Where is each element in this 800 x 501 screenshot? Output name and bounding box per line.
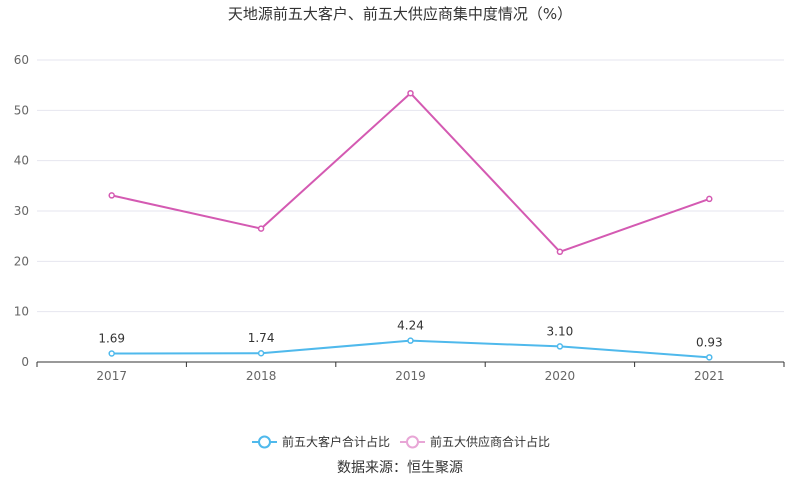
y-tick-label: 30 xyxy=(14,204,29,218)
data-label: 3.10 xyxy=(547,324,574,338)
x-tick-label: 2019 xyxy=(395,369,426,383)
data-label: 0.93 xyxy=(696,335,723,349)
legend-label: 前五大供应商合计占比 xyxy=(430,434,550,449)
legend-marker-icon xyxy=(406,435,419,449)
x-tick-label: 2017 xyxy=(96,369,127,383)
data-point xyxy=(706,195,713,203)
x-tick-label: 2020 xyxy=(545,369,576,383)
legend-marker-icon xyxy=(258,435,271,449)
legend[interactable]: 前五大客户合计占比 前五大供应商合计占比 xyxy=(252,434,550,449)
source-note: 数据来源：恒生聚源 xyxy=(337,460,463,476)
y-tick-label: 0 xyxy=(21,355,29,369)
y-tick-label: 50 xyxy=(14,103,29,117)
data-labels: 1.69 1.74 4.24 3.10 0.93 xyxy=(98,319,722,350)
data-label: 1.69 xyxy=(98,331,125,345)
x-tick-label: 2018 xyxy=(246,369,277,383)
data-point xyxy=(556,343,564,350)
data-point xyxy=(108,350,115,357)
y-tick-label: 60 xyxy=(14,53,29,67)
grid-lines xyxy=(37,59,784,313)
legend-item[interactable]: 前五大供应商合计占比 xyxy=(400,434,550,449)
data-point xyxy=(257,349,265,357)
data-point xyxy=(407,89,414,97)
data-point xyxy=(257,225,265,232)
x-tick-label: 2021 xyxy=(694,369,725,383)
y-tick-label: 40 xyxy=(14,154,29,168)
data-point xyxy=(706,354,713,361)
legend-label: 前五大客户合计占比 xyxy=(282,434,390,449)
series-line xyxy=(111,92,710,253)
data-label: 4.24 xyxy=(397,319,424,333)
y-tick-label: 20 xyxy=(14,254,29,268)
data-label: 1.74 xyxy=(248,331,275,345)
data-point xyxy=(407,337,414,344)
data-point xyxy=(556,248,564,256)
legend-item[interactable]: 前五大客户合计占比 xyxy=(252,434,390,449)
y-tick-label: 10 xyxy=(14,305,29,319)
data-point xyxy=(108,192,115,199)
series-layer xyxy=(108,89,713,361)
axes: 0 10 20 30 40 50 60 2017 2018 2019 2020 2021 xyxy=(14,53,785,383)
chart-title: 天地源前五大客户、前五大供应商集中度情况（%） xyxy=(228,5,572,23)
